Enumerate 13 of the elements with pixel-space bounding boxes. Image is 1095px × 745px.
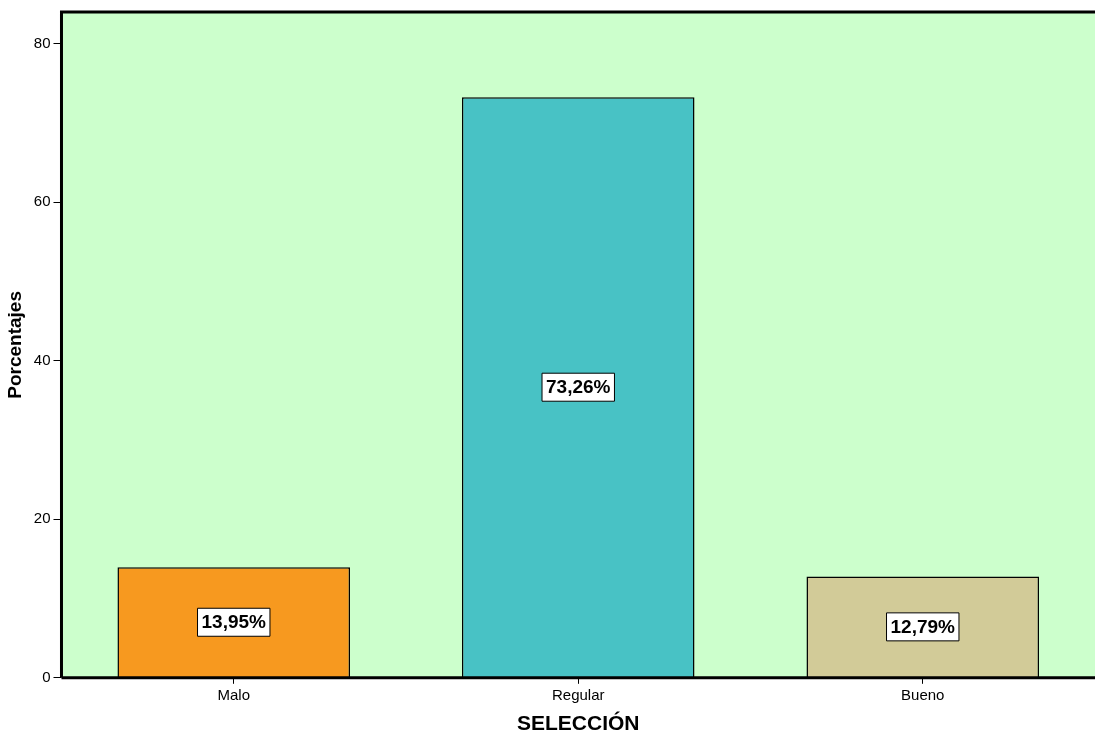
x-tick-label: Bueno (901, 685, 945, 703)
y-tick-label: 40 (33, 350, 51, 368)
y-axis-title: Porcentajes (3, 291, 25, 399)
x-tick-label: Regular (551, 685, 605, 703)
y-tick-label: 0 (42, 667, 51, 685)
data-label: 73,26% (546, 376, 611, 398)
data-label: 12,79% (890, 616, 956, 638)
y-tick-label: 60 (33, 192, 51, 210)
data-label: 13,95% (201, 611, 267, 633)
y-tick-label: 80 (33, 33, 51, 51)
x-axis-title: SELECCIÓN (516, 711, 640, 735)
x-tick-label: Malo (217, 685, 250, 703)
y-tick-label: 20 (33, 509, 51, 527)
